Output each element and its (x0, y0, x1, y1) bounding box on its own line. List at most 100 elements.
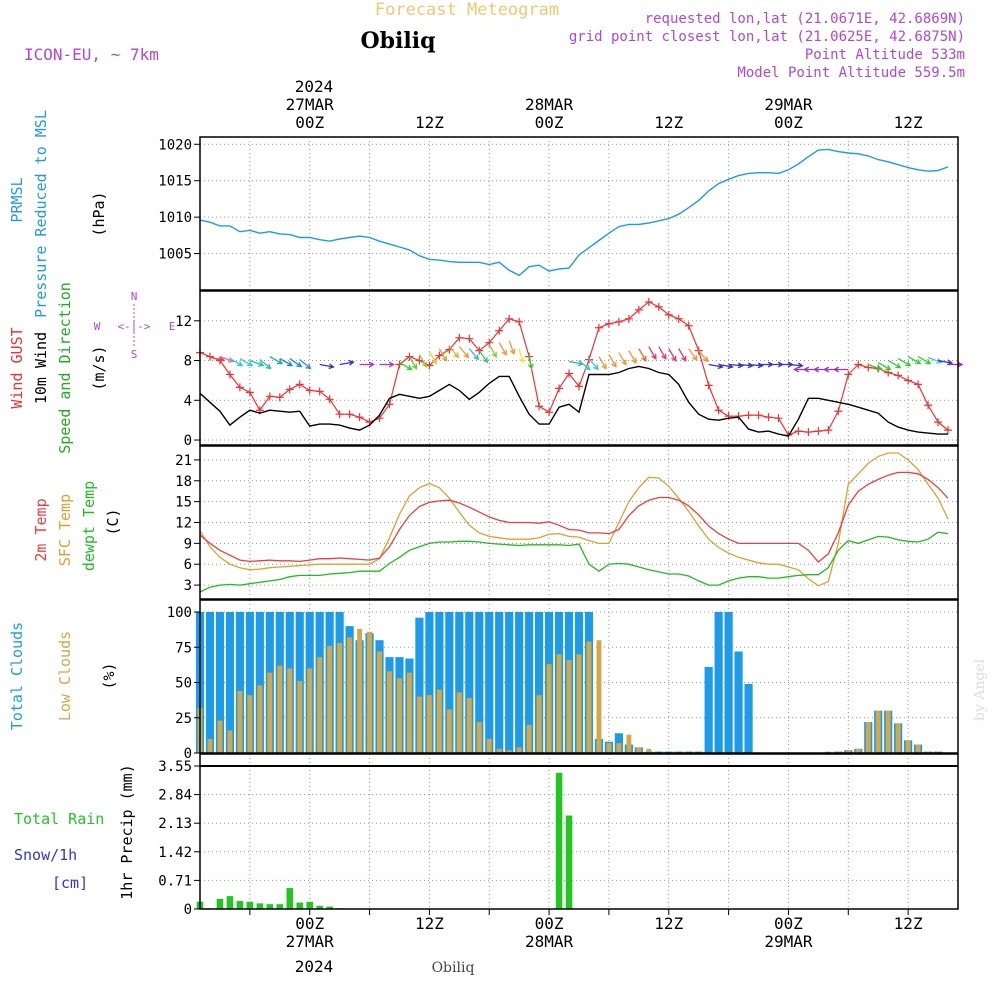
low-cloud-bar (486, 738, 492, 753)
low-cloud-bar (915, 744, 921, 753)
low-cloud-bar (476, 721, 482, 753)
wind-direction-arrow (468, 348, 480, 361)
gust-marker (535, 402, 544, 411)
total-cloud-bar (205, 612, 215, 753)
precip-unit-label: 1hr Precip (mm) (118, 764, 136, 899)
gust-marker (315, 387, 324, 396)
gust-marker (565, 369, 574, 378)
wind-direction-arrow (832, 366, 849, 373)
total-cloud-bar (485, 612, 494, 753)
temp-unit-label: (C) (104, 508, 122, 535)
top-date-label: 28MAR (525, 95, 574, 114)
y-tick-label: 0 (184, 433, 192, 449)
low-cloud-bar (855, 748, 861, 753)
prmsl-label: PRMSL (8, 177, 26, 222)
panel-frame (199, 753, 959, 910)
low-cloud-bar (247, 695, 253, 753)
gust-marker (764, 413, 773, 422)
panel-frame (199, 136, 959, 291)
gust-marker (624, 314, 633, 323)
total-cloud-bar (525, 612, 534, 753)
low-cloud-bar (227, 730, 233, 753)
wind-direction-arrow (259, 359, 272, 370)
wind-direction-arrow (508, 340, 516, 356)
y-tick-label: 3 (184, 578, 192, 594)
total-cloud-bar (505, 612, 514, 753)
low-cloud-bar (546, 664, 552, 753)
wind-direction-arrow (648, 346, 657, 360)
low-cloud-bar (865, 721, 871, 753)
low-cloud-bar (576, 654, 582, 753)
y-tick-label: 4 (184, 393, 192, 409)
wind-direction-arrow (448, 346, 460, 359)
gust-marker (385, 400, 394, 409)
y-tick-label: 1010 (158, 210, 192, 226)
low-cloud-bar (506, 750, 512, 753)
gust-marker (285, 385, 294, 394)
gust-marker (744, 411, 753, 420)
low-cloud-bar (536, 695, 542, 753)
gust-marker (475, 346, 484, 355)
total-clouds-label: Total Clouds (8, 622, 26, 730)
low-cloud-bar (207, 738, 213, 753)
gust-marker (575, 382, 583, 391)
total-cloud-bar (225, 612, 235, 753)
bottom-date-label: 28MAR (525, 932, 574, 951)
compass-east: E (169, 320, 176, 333)
y-tick-label: 2.13 (158, 816, 192, 832)
low-cloud-bar (556, 654, 562, 753)
low-cloud-bar (875, 710, 881, 753)
y-tick-label: 12 (175, 314, 192, 330)
wind-direction-arrow (618, 352, 627, 366)
wind-direction-arrow (488, 344, 497, 358)
wind-direction-arrow (279, 357, 294, 367)
panel-frame (199, 445, 959, 600)
gust-marker (894, 371, 903, 380)
y-tick-label: 25 (175, 711, 192, 727)
low-cloud-bar (327, 645, 333, 753)
low-cloud-bar (496, 748, 502, 753)
compass-center: <-|-> (117, 320, 150, 333)
rain-bar (326, 906, 333, 909)
y-tick-label: 1015 (158, 174, 192, 190)
wind-direction-arrow (269, 356, 284, 365)
wind-direction-arrow (339, 359, 355, 366)
sfc-temp-line (199, 452, 949, 587)
gust-marker (265, 392, 274, 401)
low-cloud-bar (646, 748, 652, 753)
low-cloud-bar (586, 641, 592, 753)
top-time-label: 12Z (654, 113, 683, 132)
gust-marker (714, 406, 723, 415)
top-time-label: 12Z (894, 113, 923, 132)
low-cloud-bar (307, 668, 313, 753)
y-tick-label: 21 (175, 453, 192, 469)
bottom-time-label: 12Z (654, 914, 683, 933)
low-cloud-bar (317, 657, 323, 753)
gust-marker (604, 319, 613, 328)
gust-marker (794, 427, 803, 436)
wind-unit-label: (m/s) (90, 345, 108, 390)
total-cloud-bar (535, 612, 544, 753)
rain-bar (306, 901, 313, 909)
panel-frame (199, 290, 959, 446)
rain-bar (316, 905, 323, 909)
gust-marker (235, 383, 244, 392)
low-cloud-bar (387, 671, 392, 753)
wind-direction-arrow (868, 363, 883, 371)
station-name: Obiliq (360, 28, 435, 54)
wind-direction-arrow (897, 357, 912, 367)
gust-marker (515, 317, 524, 326)
pressure-unit-label: (hPa) (90, 191, 108, 236)
gust-marker (674, 314, 683, 323)
rain-bar (256, 903, 264, 909)
total-cloud-bar (425, 612, 434, 753)
rain-bar (236, 900, 244, 909)
wind-direction-arrow (907, 356, 922, 365)
bottom-time-label: 00Z (295, 914, 324, 933)
low-cloud-bar (337, 643, 343, 753)
gust-marker (205, 352, 214, 361)
y-tick-label: 1020 (158, 137, 192, 153)
gust-marker (325, 395, 334, 404)
total-cloud-bar (445, 612, 454, 753)
total-cloud-bar (415, 617, 424, 753)
